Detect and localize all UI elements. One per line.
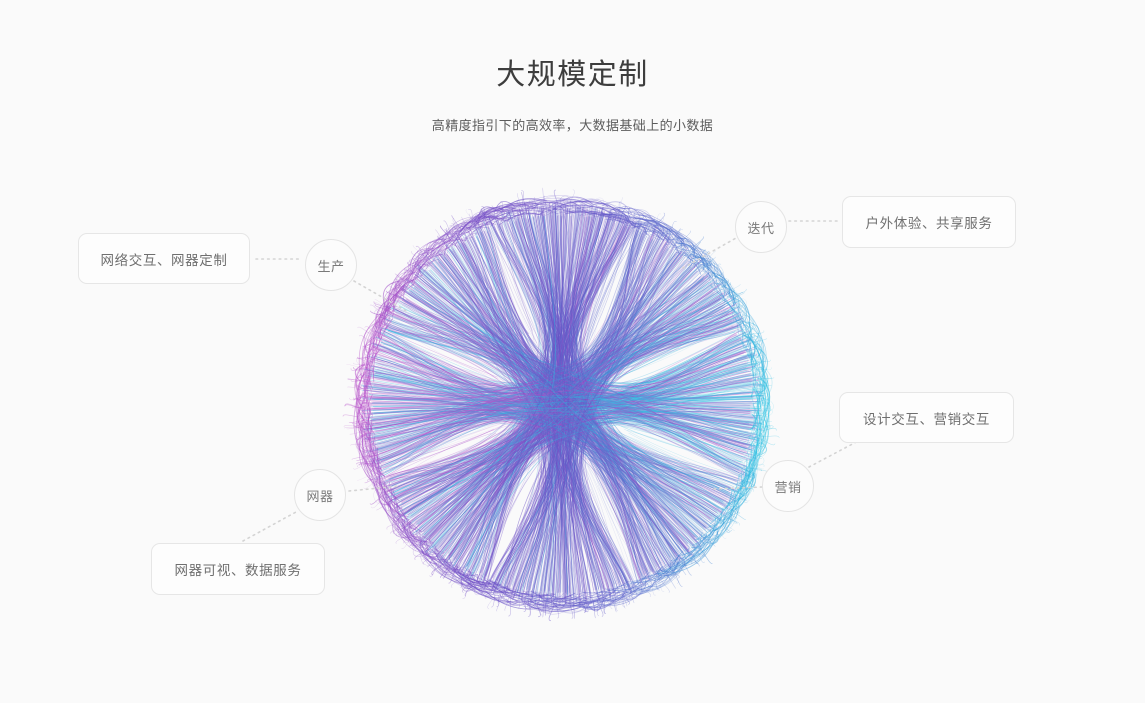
label-box-network-interaction[interactable]: 网络交互、网器定制 (78, 233, 250, 284)
connector-device-to-sphere (348, 485, 401, 492)
connector-sphere-to-iteration (682, 237, 737, 269)
connector-marketing-to-box (808, 439, 861, 468)
node-label: 网器 (306, 488, 334, 504)
connector-sphere-to-marketing (713, 486, 763, 490)
label-box-device-visual[interactable]: 网器可视、数据服务 (151, 543, 325, 595)
node-device[interactable]: 网器 (294, 469, 346, 521)
label-box-outdoor-experience[interactable]: 户外体验、共享服务 (842, 196, 1016, 248)
label-box-text: 设计交互、营销交互 (863, 411, 990, 427)
label-box-text: 网器可视、数据服务 (174, 563, 302, 578)
label-box-text: 网络交互、网器定制 (100, 252, 228, 268)
label-box-design-interaction[interactable]: 设计交互、营销交互 (839, 392, 1014, 443)
node-iteration[interactable]: 迭代 (735, 201, 787, 253)
node-label: 生产 (317, 258, 345, 274)
node-marketing[interactable]: 营销 (762, 460, 814, 512)
connector-production-to-sphere (353, 280, 409, 313)
connector-box-to-device (242, 511, 297, 542)
node-label: 迭代 (747, 220, 775, 236)
node-production[interactable]: 生产 (305, 239, 357, 291)
node-label: 营销 (774, 479, 802, 495)
label-box-text: 户外体验、共享服务 (865, 216, 993, 231)
sphere-strand-group (342, 187, 780, 622)
